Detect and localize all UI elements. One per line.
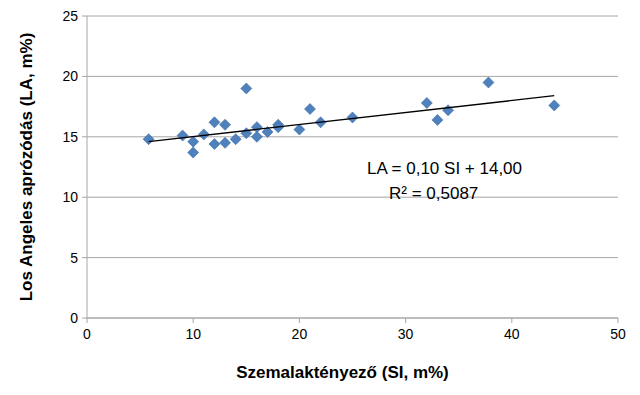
grid-line xyxy=(87,257,618,258)
trend-line xyxy=(149,96,555,142)
point xyxy=(220,137,231,148)
x-tick xyxy=(618,318,619,323)
grid-line xyxy=(87,318,618,319)
point xyxy=(143,134,154,145)
x-tick-label: 40 xyxy=(504,326,520,342)
x-tick xyxy=(193,318,194,323)
point xyxy=(443,105,454,116)
point xyxy=(188,147,199,158)
annotation: R² = 0,5087 xyxy=(389,184,478,203)
point xyxy=(294,124,305,135)
grid-line xyxy=(87,76,618,77)
point xyxy=(421,97,432,108)
y-axis xyxy=(87,16,88,318)
y-tick xyxy=(82,136,87,137)
grid-line xyxy=(87,197,618,198)
x-tick-label: 50 xyxy=(610,326,626,342)
x-axis-label: Szemalaktényező (SI, m%) xyxy=(236,363,449,382)
grid-line xyxy=(87,16,618,17)
y-tick-label: 25 xyxy=(62,8,78,24)
x-tick xyxy=(511,318,512,323)
annotation: LA = 0,10 SI + 14,00 xyxy=(367,159,522,178)
x-tick-label: 0 xyxy=(83,326,91,342)
y-tick xyxy=(82,257,87,258)
x-tick xyxy=(405,318,406,323)
point xyxy=(305,104,316,115)
y-axis-label: Los Angeles aprózódás (LA, m%) xyxy=(17,33,36,302)
point xyxy=(177,130,188,141)
y-tick xyxy=(82,318,87,319)
y-tick-label: 5 xyxy=(70,250,78,266)
y-tick xyxy=(82,16,87,17)
point xyxy=(209,117,220,128)
point xyxy=(241,83,252,94)
y-tick xyxy=(82,197,87,198)
point xyxy=(432,114,443,125)
point xyxy=(241,128,252,139)
plot-area xyxy=(143,77,560,158)
y-tick-label: 15 xyxy=(62,129,78,145)
y-tick-label: 10 xyxy=(62,189,78,205)
point xyxy=(188,136,199,147)
point xyxy=(230,134,241,145)
x-axis xyxy=(87,318,618,319)
x-tick xyxy=(299,318,300,323)
y-tick-label: 0 xyxy=(70,310,78,326)
point xyxy=(209,139,220,150)
y-tick xyxy=(82,76,87,77)
point xyxy=(483,77,494,88)
y-tick-label: 20 xyxy=(62,68,78,84)
point xyxy=(549,100,560,111)
x-tick xyxy=(87,318,88,323)
point xyxy=(220,119,231,130)
x-tick-label: 10 xyxy=(185,326,201,342)
x-tick-label: 20 xyxy=(292,326,308,342)
grid-line xyxy=(87,136,618,137)
chart: 0 5 10 15 20 25 0 10 20 30 40 50 Szemalaktényező (SI… xyxy=(0,0,640,395)
x-tick-label: 30 xyxy=(398,326,414,342)
point xyxy=(251,131,262,142)
